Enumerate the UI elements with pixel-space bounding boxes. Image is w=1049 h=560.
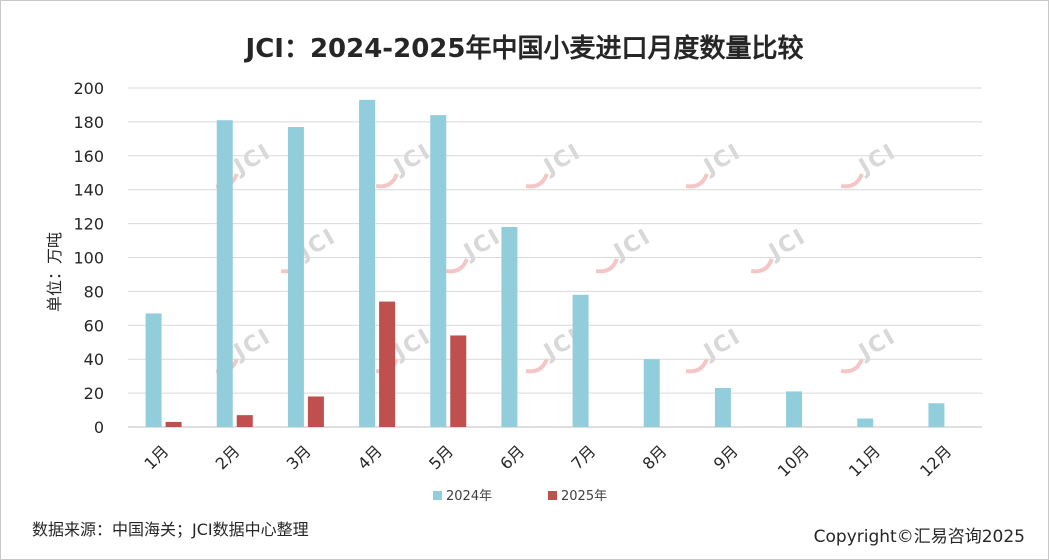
- x-tick-label: 8月: [639, 441, 671, 473]
- watermark: JCI: [840, 324, 901, 374]
- legend: 2024年 2025年: [433, 489, 607, 504]
- x-tick-label: 4月: [354, 441, 386, 473]
- bar-s2025-2: [236, 415, 253, 427]
- x-tick-label: 6月: [496, 441, 528, 473]
- x-tick-label: 7月: [567, 441, 599, 473]
- y-tick-labels: 0 20 40 60 80 100 120 140 160 180 200: [73, 79, 104, 437]
- legend-swatch: [548, 491, 557, 500]
- watermark: JCI: [280, 224, 341, 274]
- y-tick-label: 100: [73, 249, 104, 268]
- y-tick-label: 160: [73, 147, 104, 166]
- x-tick-label: 3月: [283, 441, 315, 473]
- chart-title: JCI：2024-2025年中国小麦进口月度数量比较: [245, 34, 804, 64]
- bar-s2025-1: [165, 421, 182, 427]
- y-tick-label: 80: [84, 282, 104, 301]
- watermark: JCI: [525, 139, 586, 189]
- gridlines: [128, 87, 982, 428]
- bar-s2025-4: [379, 301, 396, 427]
- bar-s2024-11: [857, 418, 874, 427]
- watermark: JCI: [685, 324, 746, 374]
- watermark: JCI: [685, 139, 746, 189]
- bar-s2024-3: [287, 126, 304, 428]
- watermark: JCI: [375, 324, 436, 374]
- y-tick-label: 200: [73, 79, 104, 98]
- bar-s2024-1: [145, 313, 162, 427]
- bar-s2024-7: [572, 294, 589, 427]
- watermark: JCI: [840, 139, 901, 189]
- x-tick-label: 10月: [774, 441, 813, 480]
- x-tick-label: 5月: [425, 441, 457, 473]
- y-tick-label: 40: [84, 350, 104, 369]
- y-tick-label: 20: [84, 384, 104, 403]
- bar-s2025-5: [450, 335, 467, 427]
- bar-s2024-9: [714, 388, 731, 427]
- bar-s2024-12: [928, 403, 945, 427]
- y-tick-label: 0: [94, 418, 104, 437]
- y-tick-label: 140: [73, 181, 104, 200]
- watermark: JCI: [750, 224, 811, 274]
- y-tick-label: 120: [73, 215, 104, 234]
- x-tick-label: 9月: [710, 441, 742, 473]
- bar-s2024-6: [501, 226, 518, 427]
- watermark: JCI: [595, 224, 656, 274]
- bar-s2024-5: [430, 115, 447, 428]
- x-tick-label: 2月: [212, 441, 244, 473]
- bars: [145, 99, 945, 428]
- legend-label: 2025年: [561, 489, 607, 504]
- y-tick-label: 180: [73, 113, 104, 132]
- y-tick-label: 60: [84, 316, 104, 335]
- x-tick-label: 1月: [140, 441, 172, 473]
- data-source-note: 数据来源：中国海关；JCI数据中心整理: [32, 520, 309, 539]
- watermark: JCI: [445, 224, 506, 274]
- legend-label: 2024年: [446, 489, 492, 504]
- bar-s2024-2: [216, 120, 233, 427]
- x-tick-label: 12月: [916, 441, 955, 480]
- x-tick-label: 11月: [845, 441, 884, 480]
- bar-s2024-4: [359, 99, 376, 428]
- watermark: JCI: [375, 139, 436, 189]
- bar-s2024-10: [786, 391, 803, 427]
- x-tick-labels: 1月 2月 3月 4月 5月 6月 7月 8月 9月 10月 11月 12月: [140, 441, 955, 480]
- bar-s2025-3: [307, 396, 324, 427]
- copyright-note: Copyright©汇易咨询2025: [813, 527, 1025, 547]
- legend-swatch: [433, 491, 442, 500]
- bar-s2024-8: [643, 359, 660, 427]
